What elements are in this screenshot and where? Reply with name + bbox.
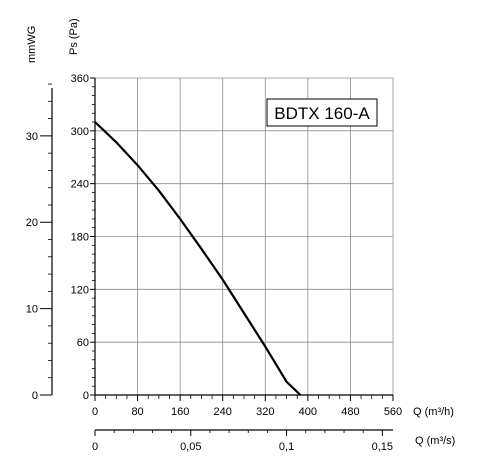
y-tick-label-mmwg: 0 [32, 390, 38, 402]
x-tick-label-m3h: 320 [256, 406, 274, 418]
x-tick-label-m3s: 0,15 [372, 441, 393, 453]
y-tick-label-pa: 60 [77, 337, 89, 349]
axis-labels: Ps (Pa) mmWG Q (m³/h) Q (m³/s) [26, 18, 455, 447]
y-axis-label-mmwg: mmWG [26, 26, 38, 63]
x-tick-label-m3s: 0 [92, 441, 98, 453]
y-axis-label-pa: Ps (Pa) [68, 18, 80, 55]
y-tick-label-pa: 360 [71, 73, 89, 85]
y-tick-label-pa: 300 [71, 126, 89, 138]
x-tick-label-m3h: 400 [299, 406, 317, 418]
x-tick-label-m3h: 160 [171, 406, 189, 418]
x-tick-label-m3h: 560 [384, 406, 402, 418]
model-label: BDTX 160-A [274, 104, 370, 123]
grid [95, 77, 394, 395]
y-tick-label-mmwg: 10 [26, 304, 38, 316]
y-tick-label-pa: 180 [71, 232, 89, 244]
y-tick-label-mmwg: 30 [26, 131, 38, 143]
y-tick-label-pa: 0 [83, 390, 89, 402]
x-tick-label-m3h: 240 [214, 406, 232, 418]
x-tick-label-m3s: 0,1 [279, 441, 294, 453]
model-label-box: BDTX 160-A [266, 98, 378, 127]
y-tick-label-mmwg: 20 [26, 217, 38, 229]
series-line [94, 121, 302, 396]
x-axis-label-m3h: Q (m³/h) [413, 406, 454, 418]
x-tick-label-m3h: 80 [131, 406, 143, 418]
series-curve [94, 121, 302, 396]
x-tick-label-m3s: 0,05 [180, 441, 201, 453]
x-tick-label-m3h: 480 [341, 406, 359, 418]
y-tick-label-pa: 120 [71, 284, 89, 296]
x-axis-label-m3s: Q (m³/s) [415, 435, 455, 447]
model-label-frame [266, 98, 378, 127]
x-tick-label-m3h: 0 [92, 406, 98, 418]
y-tick-label-pa: 240 [71, 179, 89, 191]
